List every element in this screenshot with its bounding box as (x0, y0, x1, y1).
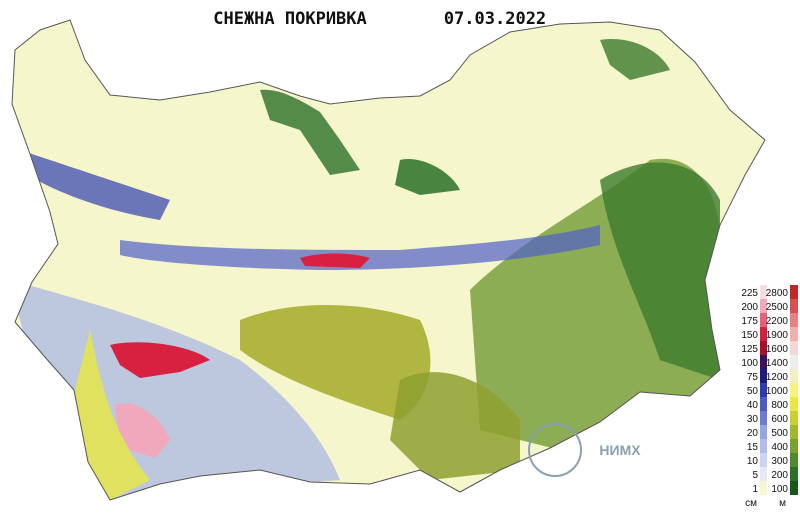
snow-swatch (760, 313, 767, 327)
snow-swatch (760, 467, 767, 481)
height-unit: м (779, 498, 786, 509)
snow-swatch (760, 411, 767, 425)
snow-label: 5 (752, 470, 758, 481)
height-label: 2500 (766, 302, 789, 313)
snow-label: 30 (747, 414, 759, 425)
snow-swatch (760, 327, 767, 341)
height-label: 500 (771, 428, 788, 439)
snow-swatch (760, 341, 767, 355)
height-swatch (790, 481, 798, 495)
logo-emblem (528, 423, 582, 477)
height-swatch (790, 355, 798, 369)
logo: НИМХ (528, 423, 641, 477)
height-swatch (790, 453, 798, 467)
height-label: 300 (771, 456, 788, 467)
snow-label: 200 (741, 302, 758, 313)
country-border (11, 19, 766, 501)
snow-swatch (760, 355, 767, 369)
map-title: СНЕЖНА ПОКРИВКА (213, 9, 367, 29)
snow-label: 150 (741, 330, 758, 341)
height-label: 600 (771, 414, 788, 425)
snow-label: 175 (741, 316, 758, 327)
snow-swatch (760, 425, 767, 439)
height-swatch (790, 397, 798, 411)
snow-label: 50 (747, 386, 759, 397)
height-label: 1900 (766, 330, 789, 341)
height-label: 2200 (766, 316, 789, 327)
snow-label: 100 (741, 358, 758, 369)
height-swatch (790, 285, 798, 299)
logo-text: НИМХ (599, 442, 641, 458)
height-swatch (790, 341, 798, 355)
height-swatch (790, 411, 798, 425)
snow-swatch (760, 397, 767, 411)
snow-swatch (760, 383, 767, 397)
height-label: 800 (771, 400, 788, 411)
height-label: 1000 (766, 386, 789, 397)
height-swatch (790, 467, 798, 481)
snow-swatch (760, 299, 767, 313)
snow-label: 125 (741, 344, 758, 355)
height-label: 1400 (766, 358, 789, 369)
height-swatch (790, 369, 798, 383)
snow-label: 1 (752, 484, 758, 495)
height-swatch (790, 439, 798, 453)
height-swatch (790, 327, 798, 341)
height-swatch (790, 383, 798, 397)
height-label: 100 (771, 484, 788, 495)
height-label: 1200 (766, 372, 789, 383)
snow-swatch (760, 453, 767, 467)
snow-label: 225 (741, 288, 758, 299)
height-label: 200 (771, 470, 788, 481)
snow-swatch (760, 439, 767, 453)
snow-unit: см (745, 498, 757, 509)
height-swatch (790, 299, 798, 313)
snow-swatch (760, 481, 767, 495)
snow-label: 10 (747, 456, 759, 467)
height-label: 2800 (766, 288, 789, 299)
snow-label: 75 (747, 372, 759, 383)
snow-label: 40 (747, 400, 759, 411)
height-label: 1600 (766, 344, 789, 355)
map-date: 07.03.2022 (444, 9, 546, 29)
snow-label: 20 (747, 428, 759, 439)
height-label: 400 (771, 442, 788, 453)
height-swatch (790, 313, 798, 327)
height-swatch (790, 425, 798, 439)
snow-label: 15 (747, 442, 759, 453)
snow-swatch (760, 285, 767, 299)
snow-swatch (760, 369, 767, 383)
